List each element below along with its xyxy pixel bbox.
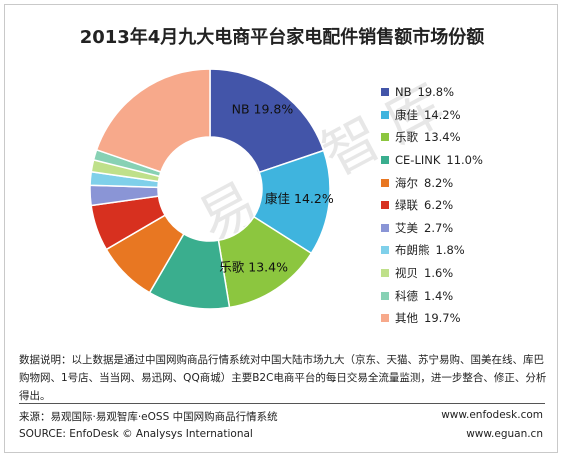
url-eguan[interactable]: www.eguan.cn [466,428,543,440]
legend-label: 科德 [395,288,418,303]
legend-value: 11.0% [446,153,483,168]
slice-label-0: NB 19.8% [232,101,294,116]
legend-swatch [381,133,389,142]
legend-item: CE-LINK 11.0% [381,149,483,172]
legend-label: 艾美 [395,220,418,235]
legend-swatch [381,246,389,255]
legend-label: 绿联 [395,198,418,213]
legend-item: 视贝 1.6% [381,262,483,285]
legend-item: NB 19.8% [381,81,483,104]
legend-swatch [381,269,389,278]
donut-slice-10 [95,68,211,173]
legend-swatch [381,110,389,119]
legend-label: 海尔 [395,175,418,190]
legend-label: NB [395,85,412,100]
legend-value: 8.2% [424,175,454,190]
legend-item: 其他 19.7% [381,307,483,330]
chart-frame: 2013年4月九大电商平台家电配件销售额市场份额 易观智库 NB 19.8% 康佳… [4,4,558,453]
legend-label: 康佳 [395,107,418,122]
legend-swatch [381,291,389,300]
footer-divider [19,403,545,404]
legend-label: CE-LINK [395,153,441,168]
legend-item: 布朗熊 1.8% [381,239,483,262]
legend-value: 14.2% [424,107,461,122]
legend-label: 视贝 [395,266,418,281]
donut-slice-0 [209,68,325,174]
legend-value: 1.8% [435,243,465,258]
slice-label-2: 乐歌 13.4% [219,260,288,275]
legend-item: 海尔 8.2% [381,171,483,194]
legend-swatch [381,88,389,97]
slice-label-1: 康佳 14.2% [265,191,334,206]
legend-swatch [381,201,389,210]
legend-swatch [381,314,389,323]
legend-value: 2.7% [424,220,454,235]
source-en: SOURCE: EnfoDesk © Analysys Internationa… [19,428,253,440]
legend-item: 艾美 2.7% [381,217,483,240]
legend-value: 13.4% [424,130,461,145]
legend-value: 6.2% [424,198,454,213]
legend-item: 康佳 14.2% [381,104,483,127]
chart-title: 2013年4月九大电商平台家电配件销售额市场份额 [79,27,485,48]
legend-item: 科德 1.4% [381,284,483,307]
source-cn: 来源：易观国际·易观智库·eOSS 中国网购商品行情系统 [19,411,278,423]
legend-item: 绿联 6.2% [381,194,483,217]
legend-swatch [381,156,389,165]
legend-label: 乐歌 [395,130,418,145]
legend-value: 19.8% [417,85,455,100]
legend-value: 19.7% [424,311,461,326]
legend-item: 乐歌 13.4% [381,126,483,149]
legend-value: 1.6% [424,266,454,281]
legend-label: 其他 [395,311,418,326]
legend-swatch [381,223,389,232]
legend: NB 19.8% 康佳 14.2% 乐歌 13.4% CE-LINK 11.0% 海尔 8.2% 绿… [381,81,483,330]
url-enfodesk[interactable]: www.enfodesk.com [441,409,543,421]
legend-value: 1.4% [424,288,454,303]
legend-label: 布朗熊 [395,243,430,258]
data-note: 数据说明：以上数据是通过中国网购商品行情系统对中国大陆市场九大（京东、天猫、苏宁… [19,354,547,402]
donut-chart: NB 19.8% 康佳 14.2% 乐歌 13.4% [89,68,334,310]
legend-swatch [381,178,389,187]
